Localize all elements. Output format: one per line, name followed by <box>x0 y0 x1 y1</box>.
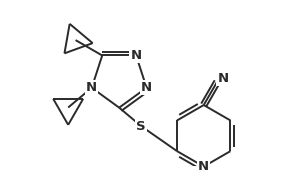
Text: N: N <box>217 72 229 85</box>
Text: N: N <box>131 49 142 62</box>
Text: N: N <box>198 160 209 173</box>
Text: N: N <box>86 81 97 94</box>
Text: N: N <box>141 81 152 94</box>
Text: S: S <box>136 120 146 133</box>
